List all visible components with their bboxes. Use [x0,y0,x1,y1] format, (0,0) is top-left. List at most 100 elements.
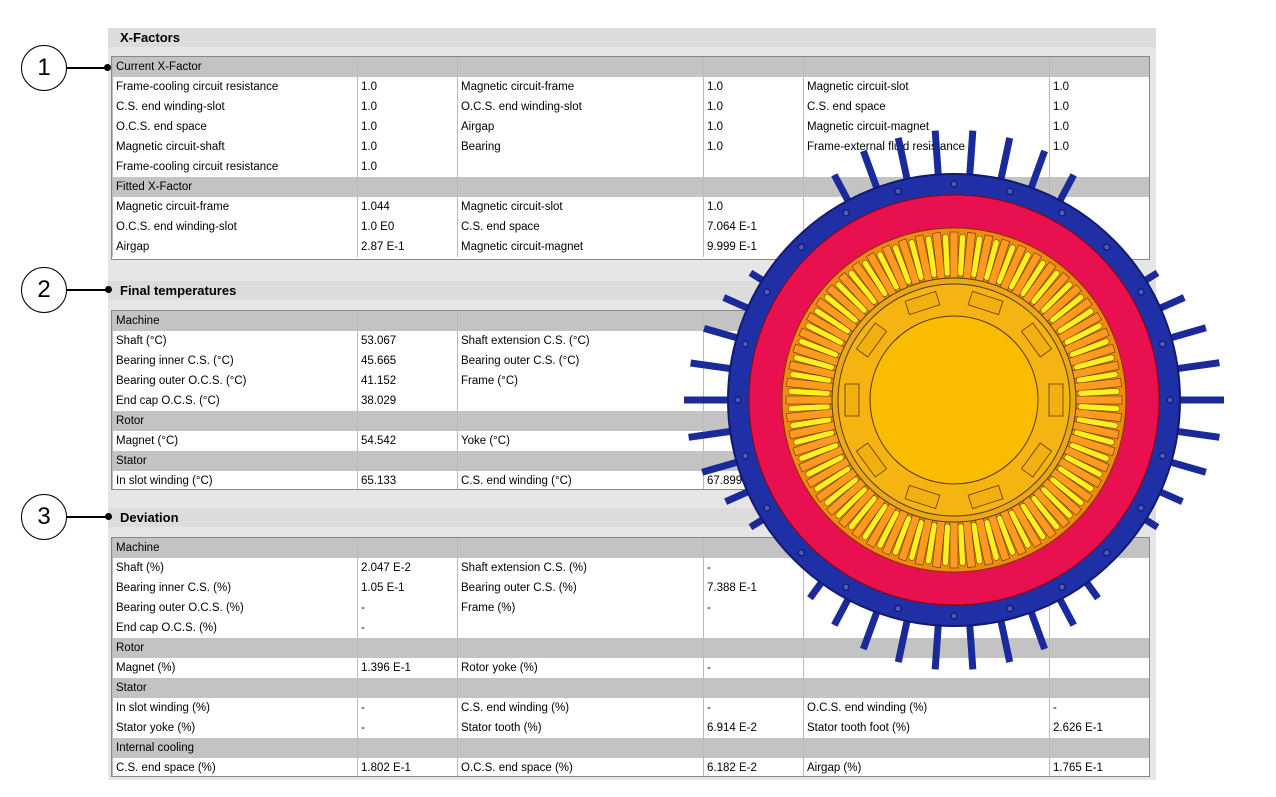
cell: 1.0 [1049,137,1149,157]
motor-part [763,288,771,296]
motor-part [798,442,839,462]
motor-part [983,519,1000,561]
motor-part [894,187,902,195]
cell [803,638,1049,658]
motor-part [1057,465,1095,493]
motor-part [1159,340,1167,348]
motor-part [1073,429,1115,446]
motor-part [789,416,832,429]
cell: 1.0 [1049,117,1149,137]
motor-part [892,244,912,285]
motor-part [1049,476,1084,506]
cell [1049,638,1149,658]
motor-part [763,504,771,512]
cell [703,431,803,451]
cell [803,598,1049,618]
callout-dot [105,286,112,293]
motor-part [1137,504,1145,512]
motor-part [970,235,983,278]
callout: 1 [21,45,67,91]
cell [703,177,803,197]
cell: 1.0 [357,157,457,177]
motor-part [1069,442,1110,462]
cell [703,638,803,658]
cell [1049,57,1149,77]
cell: O.C.S. end space (%) [457,758,703,776]
cell [1049,177,1149,197]
cell: 1.396 E-1 [357,658,457,678]
cell: 1.802 E-1 [357,758,457,776]
cell [457,391,703,411]
cell: Bearing inner C.S. (°C) [112,351,357,371]
cell: 1.0 [357,77,457,97]
motor-part [904,484,941,510]
cell: Magnet (°C) [112,431,357,451]
cell: - [357,598,457,618]
cell [703,57,803,77]
motor-part [798,338,839,358]
cell: C.S. end space [457,217,703,237]
cell [803,658,1049,678]
cell: Magnetic circuit-frame [112,197,357,217]
cell: Magnetic circuit-frame [457,77,703,97]
cell: 1.0 [703,77,803,97]
cell: End cap O.C.S. (%) [112,618,357,638]
cell: Frame (%) [457,598,703,618]
motor-part [684,396,754,404]
motor-part [942,233,951,277]
cell: Frame-external fluid resistance [803,137,1049,157]
cell: 1.0 [357,137,457,157]
motor-part [957,233,966,277]
data-row: Magnetic circuit-frame 1.044 Magnetic circ… [112,197,1149,217]
cell: Stator [112,451,357,471]
cell: 7.388 E-1 [703,578,803,598]
cell [357,57,457,77]
motor-part [876,509,900,549]
section-header: X-Factors [108,28,1156,47]
cell [1049,678,1149,698]
cell: 9.999 E-1 [703,237,803,257]
motor-part [793,354,835,371]
data-row: Frame-cooling circuit resistance 1.0 Magne… [112,77,1149,97]
cell: Machine [112,311,357,331]
motor-part [1103,549,1111,557]
cell [457,538,703,558]
cell [457,451,703,471]
group-row: Stator [112,678,1149,698]
cell [457,177,703,197]
cell: Magnetic circuit-slot [457,197,703,217]
cell: Bearing outer C.S. (%) [457,578,703,598]
motor-part [950,612,958,620]
cell: O.C.S. end winding (%) [803,698,1049,718]
motor-part [967,290,1004,316]
motor-part [1073,354,1115,371]
cell: - [703,698,803,718]
cell: C.S. end space [803,97,1049,117]
group-row: Rotor [112,638,1149,658]
cell: 38.029 [357,391,457,411]
data-row: Bearing outer O.C.S. (°C) 41.152 Frame (°C… [112,371,1149,391]
data-row: Bearing outer O.C.S. (%) - Frame (%) - [112,598,1149,618]
cell: In slot winding (°C) [112,471,357,489]
motor-part [741,452,749,460]
cell: Fitted X-Factor [112,177,357,197]
group-row: Internal cooling [112,738,1149,758]
motor-part [848,495,878,530]
motor-part [904,290,941,316]
cell: - [357,718,457,738]
motor-part [844,383,860,417]
cell: 1.044 [357,197,457,217]
cell: O.C.S. end winding-slot [112,217,357,237]
cell: Shaft (°C) [112,331,357,351]
motor-part [813,465,851,493]
cell: Rotor [112,411,357,431]
motor-part [1040,486,1073,519]
cell: Magnetic circuit-magnet [457,237,703,257]
cell: Stator yoke (%) [112,718,357,738]
cell: C.S. end winding-slot [112,97,357,117]
motor-part [1073,395,1123,405]
data-row: C.S. end space (%) 1.802 E-1 O.C.S. end sp… [112,758,1149,776]
callout-dot [105,513,112,520]
motor-part [894,605,902,613]
